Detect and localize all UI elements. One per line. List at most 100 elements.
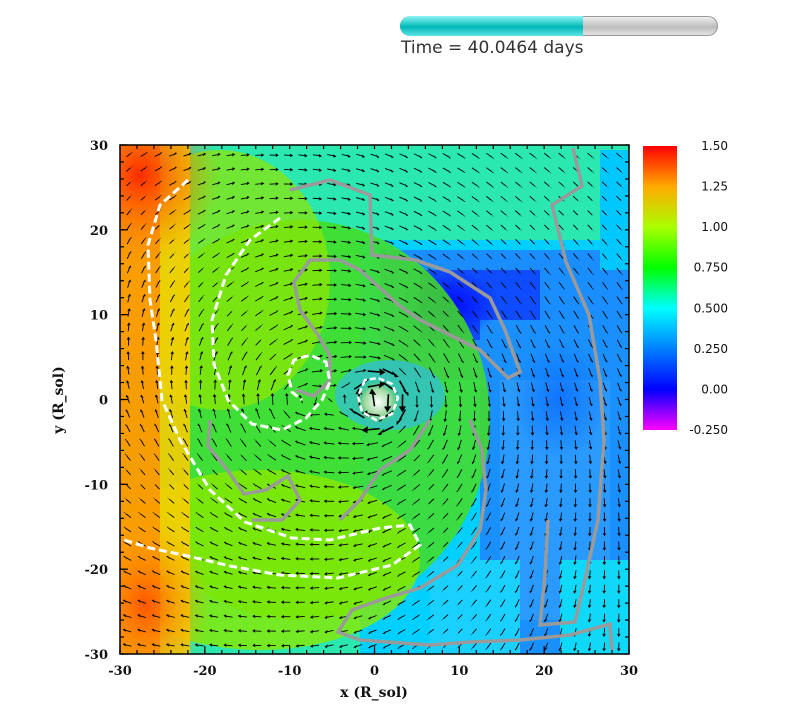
vector-arrow: [573, 325, 578, 332]
vector-arrow-head: [319, 297, 323, 301]
vector-arrow-head: [426, 602, 430, 607]
vector-arrow-head: [260, 239, 265, 243]
vector-arrow: [501, 613, 506, 620]
vector-arrow-head: [280, 439, 285, 444]
vector-arrow-head: [269, 408, 273, 412]
vector-arrow: [312, 601, 320, 604]
vector-arrow: [428, 599, 435, 605]
vector-arrow-head: [275, 196, 279, 200]
gray-contour-lower-left: [338, 419, 432, 522]
vector-arrow-head: [376, 298, 381, 303]
vector-arrow: [311, 428, 321, 431]
vector-arrow: [530, 642, 534, 649]
vector-arrow: [589, 454, 591, 462]
vector-arrow-head: [426, 474, 431, 478]
vector-arrow-head: [229, 351, 233, 355]
vector-arrow-head: [199, 350, 204, 355]
vector-arrow-head: [143, 180, 148, 184]
vector-arrow-head: [485, 646, 489, 651]
vector-arrow: [126, 167, 131, 172]
vector-arrow-head: [576, 228, 580, 232]
vector-arrow: [283, 297, 291, 301]
vector-arrow: [139, 586, 146, 590]
vector-arrow-head: [198, 379, 203, 383]
vector-arrow-head: [166, 585, 170, 589]
vector-arrow: [517, 411, 519, 419]
vector-arrow: [312, 312, 320, 315]
vector-arrow-head: [304, 239, 308, 244]
vector-arrow: [587, 267, 593, 274]
vector-arrow-head: [138, 497, 142, 501]
vector-arrow-head: [141, 351, 145, 355]
vector-arrow-head: [530, 475, 534, 479]
vector-arrow-head: [426, 588, 430, 592]
vector-arrow: [355, 254, 363, 258]
vector-arrow-head: [338, 601, 343, 605]
vector-arrow-head: [256, 393, 260, 397]
vector-arrow: [384, 586, 392, 590]
vector-arrow: [501, 497, 506, 505]
vector-arrow-head: [603, 388, 608, 392]
vector-arrow: [255, 455, 262, 461]
vector-arrow-head: [602, 533, 607, 537]
vector-arrow-head: [309, 600, 313, 605]
vector-arrow-head: [618, 417, 622, 421]
vector-arrow-head: [558, 590, 563, 594]
vector-arrow-head: [576, 272, 580, 276]
vector-arrow-head: [194, 599, 199, 604]
vector-arrow: [457, 498, 463, 505]
vector-arrow-head: [257, 378, 262, 383]
vector-arrow: [327, 197, 334, 200]
vector-arrow: [197, 630, 204, 633]
vector-arrow: [399, 182, 406, 186]
vector-arrow: [471, 210, 478, 216]
vector-arrow-head: [151, 628, 155, 633]
vector-arrow: [297, 326, 306, 330]
vector-arrow: [169, 296, 174, 303]
vector-arrow: [488, 396, 490, 405]
vector-arrow-head: [201, 252, 206, 256]
vector-arrow-head: [333, 254, 337, 259]
vector-arrow-head: [152, 541, 156, 545]
vector-arrow: [457, 628, 463, 634]
vector-arrow: [516, 468, 519, 476]
vector-arrow: [589, 584, 591, 591]
vector-arrow: [126, 181, 131, 187]
vector-arrow: [457, 324, 463, 332]
vector-arrow-head: [165, 643, 170, 647]
vector-arrow: [255, 297, 262, 302]
vector-arrow: [589, 642, 591, 649]
vector-arrow: [442, 167, 449, 172]
vector-arrow: [211, 586, 219, 590]
vector-arrow-head: [447, 213, 452, 217]
vector-arrow: [297, 485, 306, 489]
vector-arrow: [227, 425, 232, 433]
heatmap-field: [120, 145, 629, 654]
x-tick-label: 0: [370, 664, 379, 679]
vector-arrow: [212, 239, 218, 244]
vector-arrow-head: [125, 423, 129, 428]
vector-arrow: [399, 211, 406, 215]
vector-arrow: [413, 454, 421, 462]
vector-arrow-head: [562, 228, 566, 232]
vector-arrow-head: [183, 423, 187, 427]
vector-arrow: [428, 439, 434, 448]
vector-arrow-head: [411, 530, 416, 534]
vector-arrow-head: [433, 329, 437, 334]
vector-arrow-head: [213, 379, 217, 383]
vector-arrow: [384, 484, 392, 489]
vector-arrow-head: [144, 152, 148, 156]
vector-arrow-head: [605, 170, 610, 174]
vector-arrow: [444, 381, 448, 391]
vector-arrow-head: [338, 499, 342, 504]
vector-arrow-head: [319, 325, 323, 330]
vector-arrow: [558, 267, 564, 274]
vector-arrow: [560, 411, 563, 419]
vector-arrow: [328, 398, 333, 403]
vector-arrow: [486, 239, 492, 245]
vector-arrow-head: [209, 570, 213, 575]
vector-arrow-head: [143, 236, 147, 241]
vector-arrow: [602, 353, 607, 361]
vector-arrow-head: [209, 497, 214, 501]
vector-arrow: [601, 181, 608, 187]
